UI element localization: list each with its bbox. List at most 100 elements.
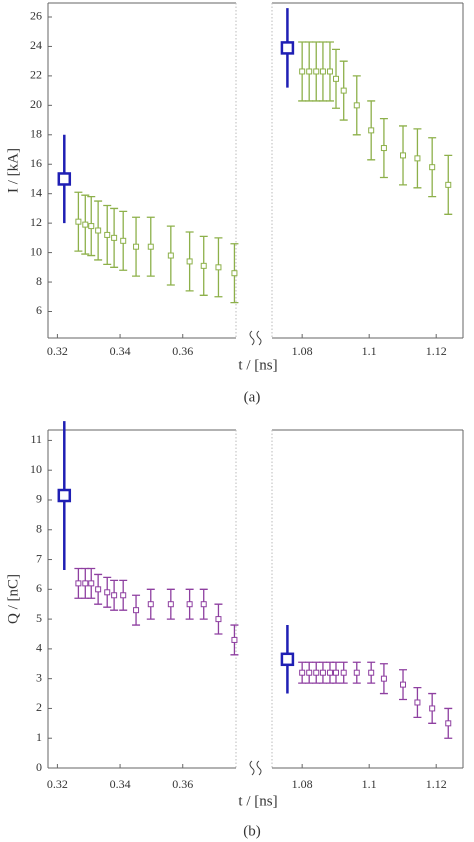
marker bbox=[414, 155, 421, 162]
x-axis-label: t / [ns] bbox=[238, 793, 277, 809]
marker bbox=[326, 669, 333, 676]
marker bbox=[95, 227, 102, 234]
marker bbox=[313, 669, 320, 676]
marker bbox=[280, 652, 295, 667]
marker bbox=[57, 172, 72, 186]
marker bbox=[215, 616, 222, 623]
y-tick-label: 20 bbox=[30, 97, 42, 111]
marker bbox=[147, 243, 154, 250]
marker bbox=[319, 68, 326, 75]
caption: (a) bbox=[244, 389, 261, 405]
x-tick-label: 1.1 bbox=[362, 344, 377, 358]
marker bbox=[353, 102, 360, 109]
y-tick-label: 4 bbox=[36, 641, 42, 655]
marker bbox=[82, 221, 89, 228]
marker bbox=[111, 592, 118, 599]
x-tick-label: 0.32 bbox=[47, 777, 68, 791]
marker bbox=[231, 636, 238, 643]
marker bbox=[75, 218, 82, 225]
marker bbox=[120, 237, 127, 244]
y-tick-label: 0 bbox=[36, 760, 42, 774]
y-tick-label: 26 bbox=[30, 9, 42, 23]
y-tick-label: 5 bbox=[36, 611, 42, 625]
marker bbox=[299, 68, 306, 75]
marker bbox=[95, 586, 102, 593]
y-tick-label: 10 bbox=[30, 462, 42, 476]
y-axis-label: Q / [nC] bbox=[5, 574, 21, 624]
axis-break bbox=[249, 760, 262, 776]
x-tick-label: 0.36 bbox=[172, 344, 193, 358]
marker bbox=[368, 669, 375, 676]
marker bbox=[429, 705, 436, 712]
marker bbox=[306, 68, 313, 75]
marker bbox=[133, 607, 140, 614]
y-tick-label: 1 bbox=[36, 730, 42, 744]
caption: (b) bbox=[243, 823, 261, 839]
marker bbox=[400, 681, 407, 688]
marker bbox=[120, 592, 127, 599]
marker bbox=[104, 589, 111, 596]
marker bbox=[200, 601, 207, 608]
marker bbox=[319, 669, 326, 676]
marker bbox=[340, 87, 347, 94]
x-tick-label: 0.32 bbox=[47, 344, 68, 358]
y-tick-label: 14 bbox=[30, 185, 42, 199]
y-tick-label: 16 bbox=[30, 156, 42, 170]
x-tick-label: 0.34 bbox=[110, 777, 131, 791]
y-tick-label: 8 bbox=[36, 522, 42, 536]
marker bbox=[445, 181, 452, 188]
y-tick-label: 22 bbox=[30, 68, 42, 82]
marker bbox=[380, 675, 387, 682]
marker bbox=[400, 152, 407, 159]
marker bbox=[326, 68, 333, 75]
marker bbox=[167, 252, 174, 259]
marker bbox=[147, 601, 154, 608]
x-tick-label: 1.12 bbox=[426, 777, 447, 791]
y-tick-label: 18 bbox=[30, 127, 42, 141]
marker bbox=[186, 601, 193, 608]
y-tick-label: 2 bbox=[36, 700, 42, 714]
marker bbox=[186, 258, 193, 265]
marker bbox=[133, 243, 140, 250]
x-tick-label: 0.34 bbox=[110, 344, 131, 358]
y-tick-label: 9 bbox=[36, 492, 42, 506]
marker bbox=[231, 270, 238, 277]
y-tick-label: 11 bbox=[30, 432, 42, 446]
marker bbox=[340, 669, 347, 676]
marker bbox=[306, 669, 313, 676]
marker bbox=[313, 68, 320, 75]
marker bbox=[167, 601, 174, 608]
y-tick-label: 3 bbox=[36, 670, 42, 684]
marker bbox=[75, 580, 82, 587]
x-tick-label: 0.36 bbox=[172, 777, 193, 791]
marker bbox=[215, 264, 222, 271]
marker bbox=[82, 580, 89, 587]
marker bbox=[200, 262, 207, 269]
marker bbox=[57, 488, 72, 503]
marker bbox=[88, 580, 95, 587]
axis-break bbox=[249, 330, 262, 346]
y-tick-label: 12 bbox=[30, 215, 42, 229]
y-tick-label: 10 bbox=[30, 244, 42, 258]
y-tick-label: 6 bbox=[36, 303, 42, 317]
x-axis-label: t / [ns] bbox=[238, 357, 277, 373]
marker bbox=[280, 41, 295, 55]
marker bbox=[445, 720, 452, 727]
marker bbox=[368, 127, 375, 134]
x-tick-label: 1.12 bbox=[426, 344, 447, 358]
y-tick-label: 7 bbox=[36, 551, 42, 565]
x-tick-label: 1.08 bbox=[292, 344, 313, 358]
marker bbox=[429, 164, 436, 171]
marker bbox=[104, 231, 111, 238]
y-tick-label: 8 bbox=[36, 274, 42, 288]
y-tick-label: 6 bbox=[36, 581, 42, 595]
y-axis-label: I / [kA] bbox=[5, 148, 21, 193]
marker bbox=[414, 699, 421, 706]
marker bbox=[353, 669, 360, 676]
x-tick-label: 1.08 bbox=[292, 777, 313, 791]
y-tick-label: 24 bbox=[30, 38, 42, 52]
x-tick-label: 1.1 bbox=[362, 777, 377, 791]
marker bbox=[111, 234, 118, 241]
marker bbox=[299, 669, 306, 676]
